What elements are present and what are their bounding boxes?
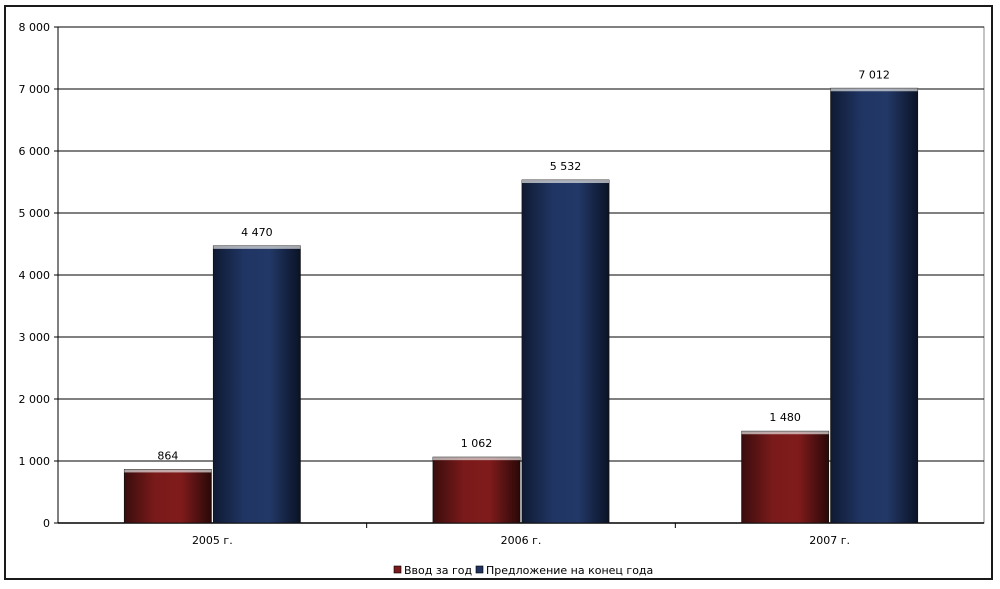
data-label: 864 (157, 449, 178, 462)
bar (123, 469, 212, 524)
bar-top-highlight (213, 245, 301, 249)
y-tick-label: 1 000 (19, 455, 51, 468)
x-tick-label: 2005 г. (192, 534, 233, 547)
bar (432, 456, 521, 524)
x-tick-label: 2007 г. (809, 534, 850, 547)
data-label: 5 532 (550, 160, 582, 173)
bar (521, 179, 610, 524)
y-tick-label: 7 000 (19, 83, 51, 96)
bar-top-highlight (522, 180, 609, 184)
plot-area: 0 1 000 2 000 3 000 4 000 5 000 6 000 7 000 8 00… (19, 21, 985, 547)
data-label: 4 470 (241, 226, 273, 239)
bar-top-highlight (124, 469, 212, 473)
x-tick-label: 2006 г. (501, 534, 542, 547)
legend-label: Предложение на конец года (486, 564, 653, 577)
y-tick-label: 6 000 (19, 145, 51, 158)
data-label: 1 480 (769, 411, 801, 424)
bar (741, 430, 830, 524)
data-label: 7 012 (858, 68, 890, 81)
y-tick-label: 3 000 (19, 331, 51, 344)
y-tick-label: 8 000 (19, 21, 51, 34)
legend-label: Ввод за год (404, 564, 472, 577)
legend: Ввод за год Предложение на конец года (393, 564, 653, 577)
bar (830, 87, 919, 524)
legend-swatch (393, 565, 402, 574)
bar-top-highlight (741, 431, 829, 435)
y-tick-label: 2 000 (19, 393, 51, 406)
y-tick-label: 4 000 (19, 269, 51, 282)
bar-top-highlight (830, 88, 918, 92)
data-label: 1 062 (461, 437, 493, 450)
y-tick-label: 0 (43, 517, 50, 530)
legend-swatch (475, 565, 484, 574)
y-tick-label: 5 000 (19, 207, 51, 220)
bar (212, 245, 301, 524)
bar-top-highlight (433, 457, 520, 461)
